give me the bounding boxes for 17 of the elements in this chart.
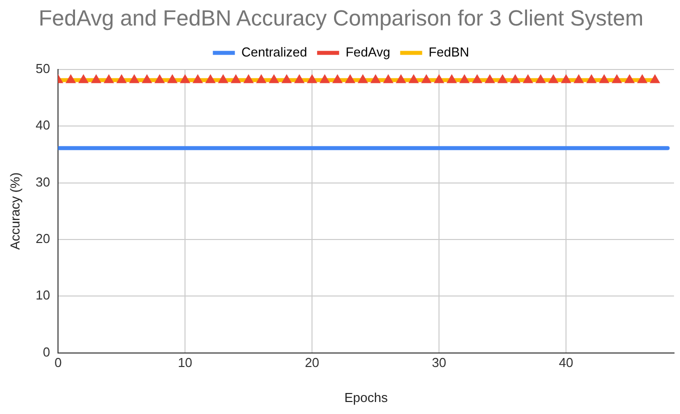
x-tick-label: 30 [432, 355, 446, 370]
legend-label: Centralized [241, 44, 308, 60]
y-tick-label: 30 [36, 174, 50, 190]
x-axis-title: Epochs [344, 390, 388, 405]
y-tick-label: 20 [36, 231, 50, 246]
legend-label: FedAvg [346, 44, 390, 60]
x-tick-label: 40 [558, 355, 574, 370]
x-tick-label: 10 [178, 355, 192, 370]
y-tick-label: 40 [36, 118, 50, 133]
y-tick-label: 0 [42, 344, 50, 360]
x-tick-label: 20 [304, 355, 320, 370]
chart-title: FedAvg and FedBN Accuracy Comparison for 3 Client System [38, 5, 644, 30]
y-tick-label: 10 [36, 288, 50, 303]
x-tick-label: 0 [54, 355, 62, 370]
legend-label: FedBN [428, 44, 470, 60]
y-axis-title: Accuracy (%) [7, 172, 22, 250]
y-tick-label: 50 [36, 60, 50, 76]
